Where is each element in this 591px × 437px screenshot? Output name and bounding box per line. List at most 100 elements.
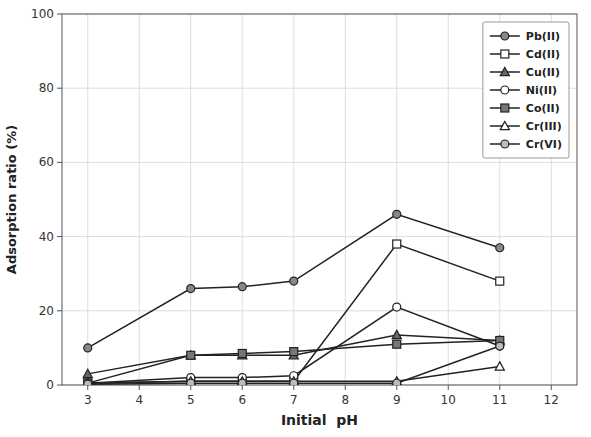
data-point (84, 380, 92, 385)
tick-mark (242, 385, 243, 390)
tick-label: 20 (39, 304, 54, 318)
tick-label: 40 (39, 230, 54, 244)
data-point (393, 340, 401, 348)
plot-frame (62, 14, 577, 385)
tick-label: 11 (492, 393, 507, 407)
tick-label: 60 (39, 155, 54, 169)
data-point (238, 283, 246, 291)
tick-label: 6 (238, 393, 246, 407)
background (0, 0, 591, 437)
tick-mark (345, 385, 346, 390)
tick-mark (57, 88, 62, 89)
data-point (392, 330, 401, 338)
data-point (187, 379, 195, 385)
tick-mark (87, 385, 88, 390)
series-line (88, 214, 500, 348)
data-point (393, 240, 401, 248)
grid-line (345, 14, 346, 385)
chart: 3 4 5 6 7 8 9 10 11 12 0 20 40 60 80 100 Initial pH Adsor… (0, 0, 591, 437)
legend-label: Co(II) (526, 102, 560, 115)
tick-label: 9 (393, 393, 401, 407)
data-point (186, 351, 195, 359)
legend-label: Cr(VI) (526, 138, 562, 151)
legend-marker (501, 86, 509, 94)
series-line (88, 346, 500, 384)
x-axis-label: Initial pH (281, 412, 358, 428)
series (84, 240, 504, 385)
tick-mark (57, 236, 62, 237)
tick-label: 100 (31, 7, 54, 21)
tick-label: 7 (290, 393, 298, 407)
tick-mark (396, 385, 397, 390)
tick-label: 80 (39, 81, 54, 95)
legend-label: Cd(II) (526, 48, 560, 61)
legend-marker (501, 32, 509, 40)
series (83, 362, 504, 385)
tick-label: 5 (187, 393, 195, 407)
tick-mark (57, 14, 62, 15)
legend-label: Cu(II) (526, 66, 560, 79)
grid-line (62, 162, 577, 163)
tick-mark (499, 385, 500, 390)
tick-mark (448, 385, 449, 390)
tick-mark (190, 385, 191, 390)
data-point (290, 379, 298, 385)
series (84, 303, 504, 385)
legend-marker (500, 121, 509, 129)
legend-marker (501, 140, 509, 148)
series-line (88, 244, 500, 383)
data-point (496, 244, 504, 252)
grid-line (190, 14, 191, 385)
tick-label: 8 (341, 393, 349, 407)
tick-mark (139, 385, 140, 390)
series (83, 330, 504, 377)
tick-mark (551, 385, 552, 390)
data-point (495, 362, 504, 370)
data-point (496, 342, 504, 350)
data-point (187, 351, 195, 359)
series (84, 342, 504, 385)
data-point (187, 285, 195, 293)
data-point (393, 303, 401, 311)
tick-mark (57, 385, 62, 386)
y-axis-label: Adsorption ratio (%) (4, 125, 19, 274)
data-point (238, 379, 246, 385)
data-point (393, 210, 401, 218)
legend: Pb(II) Cd(II) Cu(II) Ni(II) Co(II) Cr(III) Cr(… (483, 22, 569, 158)
tick-label: 3 (84, 393, 92, 407)
legend-label: Pb(II) (526, 30, 560, 43)
tick-mark (293, 385, 294, 390)
data-point (83, 369, 92, 377)
data-point (496, 277, 504, 285)
grid (62, 14, 577, 385)
tick-label: 4 (135, 393, 143, 407)
series (84, 336, 504, 385)
data-point (496, 342, 504, 350)
legend-label: Ni(II) (526, 84, 557, 97)
series-line (88, 307, 500, 383)
tick-mark (57, 310, 62, 311)
data-point (84, 344, 92, 352)
legend-marker (501, 50, 509, 58)
grid-line (62, 310, 577, 311)
series (84, 210, 504, 352)
tick-mark (57, 162, 62, 163)
legend-marker (501, 104, 509, 112)
data-point (238, 349, 246, 357)
grid-line (139, 14, 140, 385)
grid-line (87, 14, 88, 385)
grid-line (293, 14, 294, 385)
grid-line (448, 14, 449, 385)
tick-label: 0 (46, 378, 54, 392)
axes: 3 4 5 6 7 8 9 10 11 12 0 20 40 60 80 100 (31, 7, 577, 407)
data-point (290, 348, 298, 356)
data-point (290, 277, 298, 285)
data-point (393, 379, 401, 385)
tick-label: 10 (441, 393, 456, 407)
data (83, 210, 504, 385)
grid-line (242, 14, 243, 385)
legend-label: Cr(III) (526, 120, 562, 133)
grid-line (62, 236, 577, 237)
legend-marker (500, 67, 509, 75)
tick-label: 12 (544, 393, 559, 407)
